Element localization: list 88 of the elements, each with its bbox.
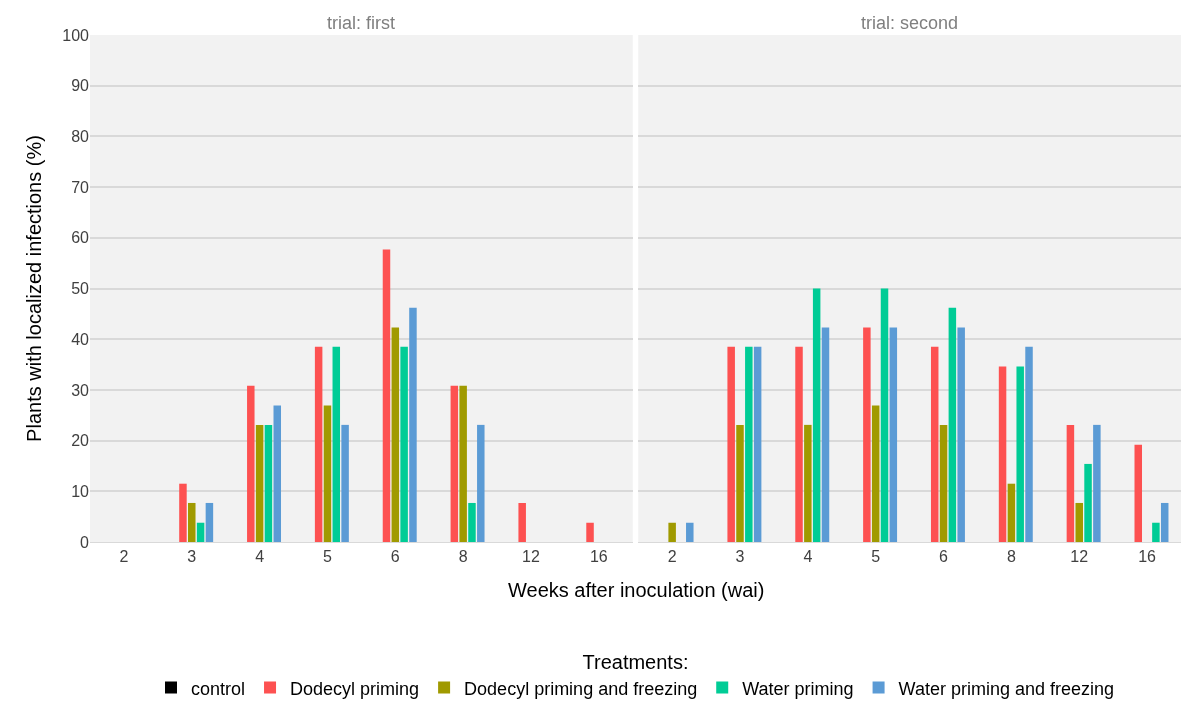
x-tick-label: 2 — [119, 548, 129, 566]
bar — [998, 366, 1007, 542]
bar — [736, 424, 744, 542]
bar — [409, 307, 417, 542]
bar — [821, 327, 830, 542]
chart-title: trial: second — [861, 13, 959, 33]
x-tick-label: 3 — [187, 548, 197, 566]
bar — [957, 327, 965, 542]
bar — [1007, 483, 1016, 542]
bar — [468, 502, 476, 542]
bar — [812, 288, 821, 542]
bar — [1025, 346, 1033, 542]
bar — [871, 405, 880, 542]
bar — [745, 346, 753, 542]
bar — [727, 346, 735, 542]
bar — [332, 346, 341, 542]
bar — [686, 522, 694, 542]
bar — [939, 424, 948, 542]
bar — [382, 249, 391, 542]
y-tick-label: 20 — [71, 432, 90, 450]
bar — [323, 405, 332, 542]
bar — [400, 346, 408, 542]
x-tick-label: 4 — [803, 548, 813, 566]
bar — [880, 288, 889, 542]
bar — [863, 327, 871, 542]
bar — [753, 346, 762, 542]
y-tick-label: 100 — [62, 26, 90, 44]
bar — [1160, 502, 1169, 542]
y-tick-label: 60 — [71, 229, 90, 247]
x-tick-label: 8 — [1006, 548, 1016, 566]
chart-title: trial: first — [327, 13, 396, 33]
x-tick-label: 16 — [1138, 548, 1157, 566]
bar — [1093, 424, 1101, 542]
bar — [391, 327, 400, 542]
bar — [188, 502, 196, 542]
bar — [196, 522, 205, 542]
y-tick-label: 0 — [80, 533, 90, 551]
y-tick-label: 10 — [71, 482, 90, 500]
x-tick-label: 6 — [939, 548, 949, 566]
y-tick-label: 70 — [71, 178, 90, 196]
bar — [1084, 463, 1092, 542]
bar — [795, 346, 803, 542]
x-tick-label: 6 — [390, 548, 400, 566]
bar — [518, 502, 526, 542]
bar — [1152, 522, 1160, 542]
bar — [450, 385, 459, 542]
y-tick-label: 90 — [71, 77, 90, 95]
bar — [1134, 444, 1143, 542]
bar — [247, 385, 255, 542]
legend-title: Treatments: — [582, 651, 689, 674]
bar — [930, 346, 939, 542]
bar — [264, 424, 273, 542]
bar — [668, 522, 676, 542]
y-tick-label: 40 — [71, 330, 90, 348]
legend-label: Water priming — [742, 678, 854, 699]
bar — [179, 483, 187, 542]
x-tick-label: 3 — [735, 548, 745, 566]
x-tick-label: 4 — [255, 548, 265, 566]
bar — [314, 346, 323, 542]
x-tick-label: 8 — [458, 548, 468, 566]
bar — [341, 424, 349, 542]
bar — [255, 424, 264, 542]
bar — [477, 424, 485, 542]
bar — [804, 424, 812, 542]
y-axis-title: Plants with localized infections (%) — [22, 135, 45, 442]
bar — [205, 502, 214, 542]
y-tick-label: 30 — [71, 381, 90, 399]
x-tick-label: 16 — [589, 548, 608, 566]
x-tick-label: 12 — [522, 548, 540, 566]
bar — [586, 522, 594, 542]
legend-label: Water priming and freezing — [898, 678, 1115, 699]
legend-label: Dodecyl priming — [290, 678, 420, 699]
bar — [459, 385, 467, 542]
x-tick-label: 5 — [323, 548, 333, 566]
y-tick-label: 80 — [71, 128, 90, 145]
bar — [1066, 424, 1075, 542]
x-axis-title: Weeks after inoculation (wai) — [508, 579, 765, 601]
bar — [273, 405, 282, 542]
legend-label: Dodecyl priming and freezing — [464, 678, 698, 699]
x-tick-label: 12 — [1070, 548, 1089, 566]
bar — [948, 307, 957, 542]
bar — [1075, 502, 1083, 542]
x-tick-label: 5 — [871, 548, 881, 566]
bar — [889, 327, 898, 542]
y-tick-label: 50 — [71, 280, 90, 298]
bar — [1016, 366, 1024, 542]
x-tick-label: 2 — [667, 548, 677, 566]
legend-label: control — [191, 678, 246, 699]
